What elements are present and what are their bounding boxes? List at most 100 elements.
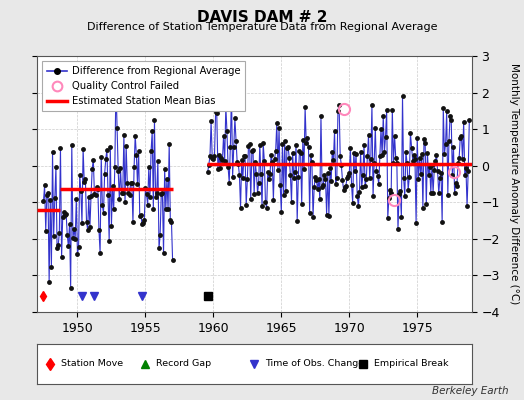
- Point: [44, 189, 52, 196]
- Point: [165, 140, 173, 147]
- Point: [149, 205, 158, 212]
- Point: [263, 205, 271, 211]
- Point: [86, 224, 94, 230]
- Point: [288, 150, 297, 156]
- Point: [52, 164, 60, 170]
- Point: [136, 213, 144, 220]
- Point: [160, 166, 169, 172]
- Point: [130, 164, 138, 170]
- Point: [256, 142, 264, 148]
- Point: [419, 205, 427, 211]
- Point: [303, 135, 312, 142]
- Point: [344, 173, 352, 179]
- Point: [354, 203, 363, 209]
- Point: [112, 80, 120, 86]
- Point: [370, 160, 378, 166]
- Point: [244, 143, 253, 149]
- Point: [81, 176, 90, 183]
- Point: [392, 160, 401, 166]
- Point: [458, 156, 467, 163]
- Point: [227, 89, 236, 95]
- Point: [78, 220, 86, 226]
- Point: [274, 166, 282, 173]
- Point: [449, 144, 457, 150]
- Point: [107, 222, 116, 229]
- Point: [453, 182, 461, 189]
- Point: [125, 191, 134, 198]
- Point: [403, 159, 411, 166]
- Point: [405, 174, 413, 180]
- Point: [315, 196, 324, 202]
- Point: [427, 190, 435, 196]
- Point: [166, 216, 174, 223]
- Point: [66, 221, 74, 227]
- Point: [386, 187, 394, 193]
- Point: [413, 134, 421, 141]
- Point: [275, 125, 283, 131]
- Point: [433, 168, 442, 174]
- Point: [333, 175, 341, 181]
- Point: [302, 140, 310, 146]
- Point: [441, 141, 450, 148]
- Point: [103, 146, 111, 153]
- Point: [442, 108, 451, 114]
- Point: [416, 154, 424, 161]
- Point: [397, 214, 406, 220]
- Point: [115, 196, 124, 203]
- Point: [217, 154, 225, 161]
- Point: [108, 182, 117, 189]
- Point: [164, 205, 172, 212]
- Point: [461, 172, 469, 179]
- Point: [414, 176, 422, 183]
- Point: [418, 151, 426, 157]
- Point: [318, 184, 326, 190]
- Point: [236, 205, 245, 211]
- Point: [297, 149, 305, 156]
- Point: [325, 213, 333, 219]
- Point: [334, 108, 342, 114]
- Point: [69, 235, 77, 241]
- Point: [205, 161, 213, 168]
- Point: [420, 136, 428, 142]
- Point: [389, 160, 398, 166]
- Point: [242, 202, 250, 208]
- Point: [412, 220, 420, 226]
- Point: [148, 128, 156, 134]
- Point: [260, 158, 268, 164]
- Point: [317, 113, 325, 119]
- Point: [41, 228, 50, 234]
- Point: [292, 141, 300, 148]
- Point: [438, 219, 446, 226]
- Point: [399, 175, 408, 181]
- Point: [129, 219, 137, 226]
- Point: [140, 217, 148, 223]
- Point: [117, 190, 126, 196]
- Point: [435, 175, 444, 182]
- Point: [342, 183, 350, 189]
- Point: [310, 184, 319, 190]
- Point: [329, 157, 337, 163]
- Point: [145, 164, 153, 170]
- Point: [295, 148, 303, 154]
- Point: [300, 166, 308, 172]
- Point: [51, 195, 59, 202]
- Point: [330, 128, 339, 134]
- Point: [82, 218, 91, 225]
- Point: [150, 117, 159, 124]
- Point: [137, 212, 145, 218]
- Point: [322, 212, 331, 218]
- Point: [388, 106, 397, 113]
- Point: [55, 230, 63, 236]
- Point: [135, 148, 143, 154]
- Point: [266, 171, 274, 177]
- Point: [93, 184, 101, 190]
- Point: [49, 233, 58, 239]
- Point: [95, 227, 103, 234]
- Point: [409, 158, 417, 164]
- Point: [126, 180, 135, 186]
- Point: [88, 166, 96, 172]
- Point: [462, 164, 470, 171]
- Point: [455, 154, 463, 161]
- Point: [72, 196, 81, 202]
- Point: [243, 176, 252, 183]
